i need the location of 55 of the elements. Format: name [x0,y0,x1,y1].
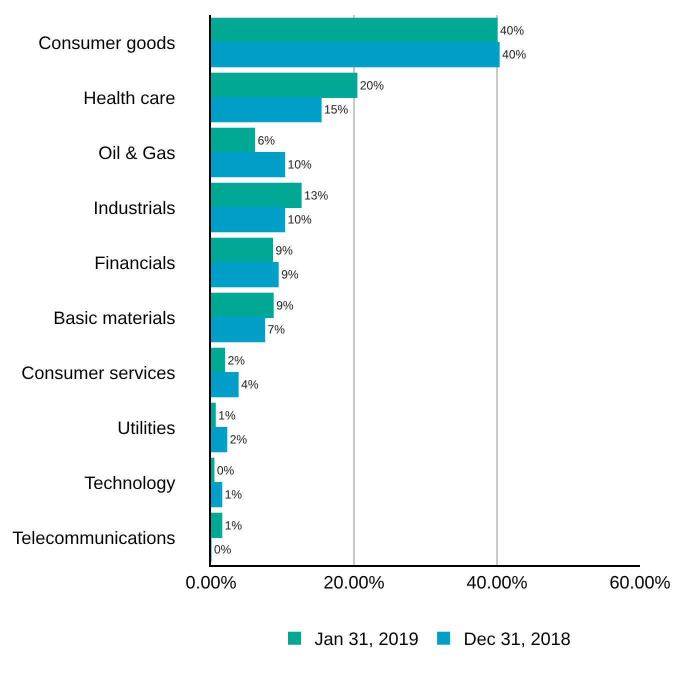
x-tick-label: 0.00% [185,572,237,593]
bar [211,262,279,288]
y-tick-label: Health care [83,88,176,108]
data-label: 4% [241,378,259,392]
data-label: 1% [224,518,242,532]
data-label: 2% [228,353,246,368]
data-label: 40% [502,48,526,62]
y-tick-label: Oil & Gas [98,142,176,163]
bar [211,372,239,398]
data-label: 40% [500,23,524,38]
y-tick-label: Utilities [117,418,176,438]
bar [211,482,222,508]
data-label: 7% [268,322,286,337]
bar [211,207,286,232]
data-label: 15% [324,102,348,117]
y-tick-label: Industrials [93,198,176,218]
y-tick-label: Financials [94,252,176,273]
bar [211,182,302,208]
bar [211,72,358,98]
legend-label: Dec 31, 2018 [464,629,571,650]
y-tick-label: Consumer goods [38,32,176,53]
bar [211,458,214,483]
data-label: 20% [360,78,384,92]
data-label: 9% [276,298,294,312]
legend-label: Jan 31, 2019 [314,629,419,650]
bar [211,97,322,122]
y-tick-label: Technology [84,472,176,493]
bar [211,128,256,153]
data-label: 1% [218,408,236,422]
bar [211,512,222,538]
data-label: 0% [216,463,235,478]
data-label: 2% [230,432,248,447]
data-label: 10% [288,212,312,227]
x-tick-label: 40.00% [466,572,528,593]
data-label: 9% [275,243,294,258]
bar [211,238,273,263]
bar [211,348,226,373]
x-tick-label: 20.00% [323,572,385,593]
data-label: 13% [304,188,328,202]
bar [211,152,286,178]
data-label: 6% [258,133,276,148]
bar [211,42,500,68]
bar [211,402,216,428]
data-label: 10% [288,158,312,172]
bar [211,292,274,318]
x-tick-label: 60.00% [609,572,671,593]
data-label: 0% [214,542,232,557]
bar [211,427,228,452]
y-tick-label: Basic materials [53,308,176,328]
data-label: 1% [224,488,242,502]
bar [211,317,266,342]
bar [211,18,498,43]
y-tick-label: Consumer services [21,362,176,383]
y-tick-label: Telecommunications [12,528,176,548]
data-label: 9% [281,268,299,282]
